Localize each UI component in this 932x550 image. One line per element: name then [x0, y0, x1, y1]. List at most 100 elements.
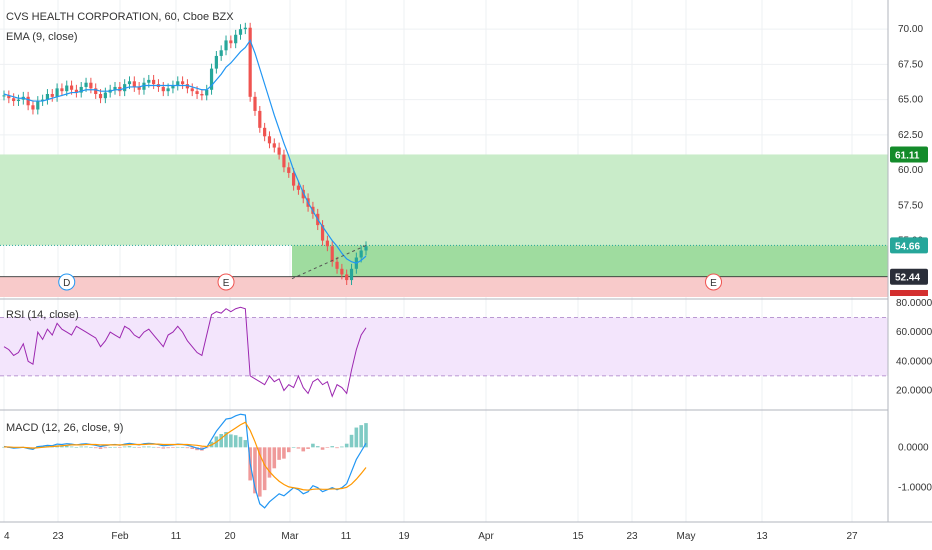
- macd-histogram-bar: [301, 447, 306, 452]
- time-tick-label: 13: [756, 531, 768, 542]
- candle-body: [238, 29, 243, 35]
- event-marker: [705, 273, 723, 291]
- macd-histogram-bar: [219, 434, 223, 448]
- candle-body: [98, 93, 103, 99]
- candle-body: [7, 95, 11, 99]
- macd-histogram-bar: [74, 447, 79, 448]
- ema-line: [3, 39, 367, 264]
- macd-tick-label: -1.0000: [898, 483, 932, 494]
- macd-histogram-bar: [118, 447, 122, 448]
- candle-body: [94, 88, 98, 94]
- macd-histogram-bar: [137, 447, 141, 448]
- candle-body: [180, 81, 185, 85]
- macd-histogram-bar: [364, 423, 368, 448]
- time-tick-label: Mar: [281, 531, 299, 542]
- candle-body: [60, 88, 64, 92]
- macd-histogram-bar: [320, 447, 325, 450]
- rsi-legend: RSI (14, close): [6, 309, 79, 321]
- macd-histogram-bar: [98, 447, 103, 449]
- candle-body: [301, 189, 305, 199]
- candle-body: [214, 55, 218, 69]
- macd-histogram-bar: [286, 447, 291, 453]
- candle-body: [267, 136, 272, 144]
- candle-body: [325, 240, 329, 247]
- candle-body: [224, 40, 228, 51]
- macd-histogram-bar: [40, 446, 45, 448]
- macd-pane: [0, 409, 888, 509]
- macd-histogram-bar: [190, 447, 195, 449]
- price-tag-label: 52.44: [895, 273, 920, 284]
- macd-histogram-bar: [258, 447, 262, 497]
- time-tick-label: 20: [224, 531, 236, 542]
- macd-histogram-bar: [79, 446, 84, 448]
- symbol-title: CVS HEALTH CORPORATION, 60, Cboe BZX: [6, 11, 234, 23]
- macd-histogram-bar: [122, 446, 127, 448]
- time-tick-label: 11: [341, 531, 352, 542]
- macd-histogram-bar: [132, 446, 137, 448]
- candle-body: [359, 250, 363, 258]
- macd-histogram-bar: [185, 447, 190, 449]
- candle-body: [16, 99, 21, 102]
- candle-body: [364, 246, 368, 251]
- candle-body: [132, 81, 136, 87]
- candle-body: [258, 110, 262, 128]
- macd-histogram-bar: [89, 447, 93, 448]
- rsi-tick-label: 80.0000: [896, 298, 932, 309]
- event-marker: [217, 273, 235, 291]
- candle-body: [79, 86, 83, 93]
- time-tick-label: 4: [4, 531, 10, 542]
- candle-body: [142, 82, 146, 90]
- macd-histogram-bar: [253, 447, 257, 494]
- macd-histogram-bar: [93, 447, 98, 449]
- macd-histogram-bar: [142, 446, 146, 448]
- candle-body: [320, 225, 325, 241]
- stop-zone: [0, 276, 888, 297]
- macd-histogram-bar: [267, 447, 272, 478]
- candle-body: [123, 84, 127, 92]
- candle-body: [330, 246, 334, 262]
- candle-body: [45, 93, 50, 100]
- macd-histogram-bar: [127, 446, 132, 448]
- macd-histogram-bar: [344, 443, 349, 448]
- candle-body: [185, 84, 190, 89]
- time-tick-label: 19: [398, 531, 410, 542]
- rsi-tick-label: 60.0000: [896, 327, 932, 338]
- candle-body: [74, 89, 78, 93]
- candle-body: [65, 85, 69, 92]
- candle-body: [234, 34, 238, 44]
- candle-body: [190, 88, 194, 92]
- macd-histogram-bar: [330, 446, 335, 448]
- candle-body: [69, 85, 74, 90]
- candle-body: [335, 261, 339, 269]
- price-tick-label: 70.00: [898, 24, 923, 35]
- macd-histogram-bar: [233, 435, 238, 448]
- macd-histogram-bar: [349, 434, 354, 448]
- rsi-tick-label: 20.0000: [896, 385, 932, 396]
- macd-histogram-bar: [291, 447, 296, 448]
- candle-body: [253, 96, 257, 111]
- candle-body: [200, 93, 204, 96]
- macd-histogram-bar: [103, 447, 108, 449]
- candle-body: [41, 99, 45, 102]
- macd-histogram-bar: [243, 440, 248, 448]
- candle-body: [137, 86, 141, 90]
- rsi-pane: [0, 298, 888, 398]
- macd-histogram-bar: [340, 446, 344, 448]
- rsi-band: [0, 317, 888, 376]
- candle-body: [263, 127, 267, 137]
- stop-tag-partial: [890, 290, 928, 296]
- macd-histogram-bar: [171, 447, 175, 448]
- ema-legend: EMA (9, close): [6, 31, 78, 43]
- candle-body: [113, 86, 117, 90]
- macd-histogram-bar: [359, 425, 363, 448]
- macd-histogram-bar: [84, 446, 88, 448]
- time-tick-label: 27: [846, 531, 858, 542]
- candle-body: [277, 147, 281, 155]
- candle-body: [12, 98, 16, 102]
- price-tick-label: 57.50: [898, 200, 923, 211]
- price-tick-label: 60.00: [898, 165, 923, 176]
- macd-histogram-bar: [311, 443, 315, 448]
- candle-body: [282, 154, 286, 168]
